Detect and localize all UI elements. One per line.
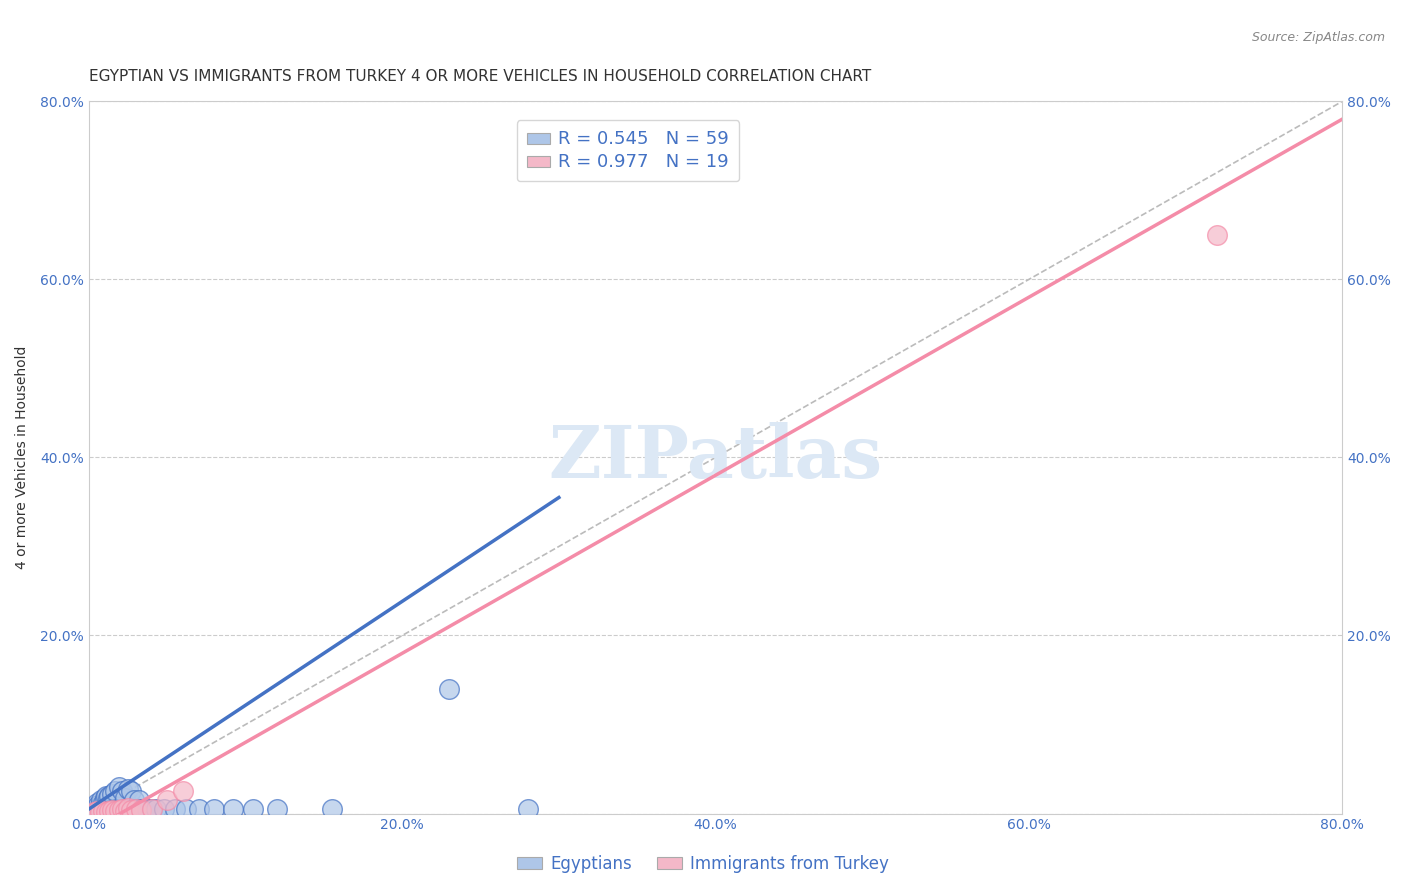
Point [153, 802, 176, 816]
Point [101, 803, 124, 817]
Point [174, 802, 197, 816]
Point [100, 802, 122, 816]
Text: EGYPTIAN VS IMMIGRANTS FROM TURKEY 4 OR MORE VEHICLES IN HOUSEHOLD CORRELATION C: EGYPTIAN VS IMMIGRANTS FROM TURKEY 4 OR … [89, 69, 872, 84]
Point [97, 802, 120, 816]
Point [87, 797, 110, 812]
Point [89, 802, 111, 816]
Point [98, 802, 121, 816]
Point [127, 802, 149, 816]
Legend: R = 0.545   N = 59, R = 0.977   N = 19: R = 0.545 N = 59, R = 0.977 N = 19 [516, 120, 740, 181]
Point [118, 802, 141, 816]
Point [172, 784, 194, 798]
Point [89, 799, 111, 814]
Point [131, 802, 153, 816]
Point [321, 802, 343, 816]
Point [80, 803, 103, 817]
Point [156, 793, 179, 807]
Point [101, 802, 124, 816]
Point [104, 804, 127, 818]
Point [107, 803, 129, 817]
Point [83, 805, 105, 819]
Point [125, 802, 148, 816]
Point [93, 802, 115, 816]
Point [104, 784, 127, 798]
Point [128, 793, 150, 807]
Point [163, 802, 186, 816]
Point [90, 793, 112, 807]
Point [135, 802, 157, 816]
Point [437, 681, 460, 696]
Point [202, 802, 225, 816]
Point [94, 805, 117, 819]
Text: Source: ZipAtlas.com: Source: ZipAtlas.com [1251, 31, 1385, 45]
Point [97, 790, 120, 805]
Point [132, 802, 155, 816]
Point [91, 796, 114, 810]
Point [1206, 227, 1229, 242]
Point [108, 802, 131, 816]
Point [111, 802, 134, 816]
Point [98, 789, 121, 803]
Legend: Egyptians, Immigrants from Turkey: Egyptians, Immigrants from Turkey [510, 848, 896, 880]
Point [83, 802, 105, 816]
Point [266, 802, 288, 816]
Point [90, 802, 112, 816]
Y-axis label: 4 or more Vehicles in Household: 4 or more Vehicles in Household [15, 346, 30, 569]
Point [516, 802, 538, 816]
Point [86, 804, 108, 818]
Point [114, 804, 136, 818]
Point [94, 789, 117, 803]
Point [145, 802, 167, 816]
Point [121, 802, 143, 816]
Point [111, 784, 134, 798]
Point [112, 802, 135, 816]
Text: ZIPatlas: ZIPatlas [548, 422, 883, 493]
Point [120, 784, 142, 798]
Point [115, 802, 138, 816]
Point [87, 802, 110, 816]
Point [84, 803, 107, 817]
Point [103, 802, 125, 816]
Point [125, 802, 148, 816]
Point [242, 802, 264, 816]
Point [117, 801, 139, 815]
Point [91, 802, 114, 816]
Point [101, 787, 124, 801]
Point [120, 803, 142, 817]
Point [114, 790, 136, 805]
Point [94, 802, 117, 816]
Point [107, 780, 129, 794]
Point [124, 793, 146, 807]
Point [91, 804, 114, 818]
Point [187, 802, 209, 816]
Point [79, 802, 101, 816]
Point [86, 796, 108, 810]
Point [89, 805, 111, 819]
Point [129, 802, 152, 816]
Point [105, 802, 128, 816]
Point [93, 790, 115, 805]
Point [86, 799, 108, 814]
Point [129, 803, 152, 817]
Point [141, 802, 163, 816]
Point [98, 804, 121, 818]
Point [141, 802, 163, 816]
Point [117, 781, 139, 796]
Point [222, 802, 245, 816]
